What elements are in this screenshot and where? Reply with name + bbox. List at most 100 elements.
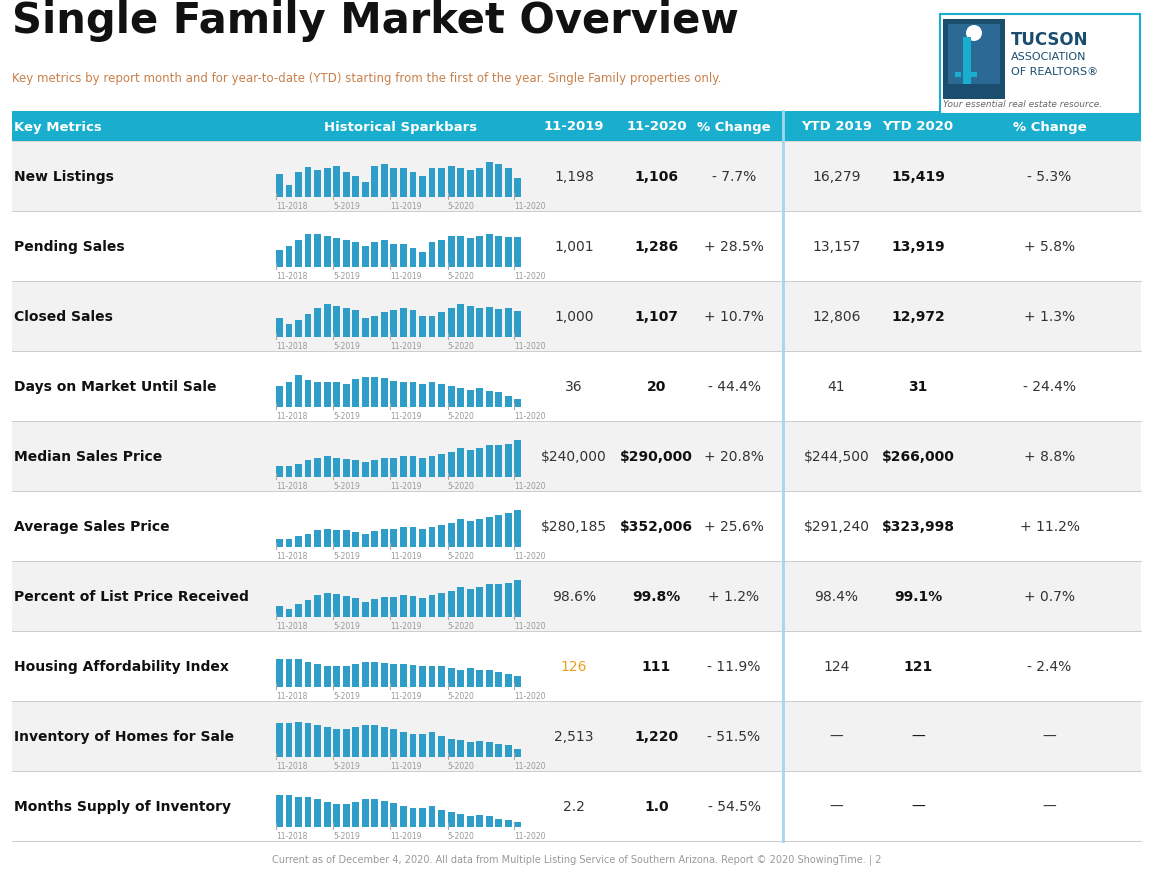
- Text: Closed Sales: Closed Sales: [14, 310, 113, 324]
- Bar: [458, 814, 465, 827]
- Text: 5-2019: 5-2019: [333, 202, 360, 210]
- Bar: [948, 25, 1000, 95]
- Bar: [324, 802, 331, 827]
- Bar: [505, 396, 512, 408]
- Text: 11-2020: 11-2020: [514, 411, 547, 420]
- Text: - 44.4%: - 44.4%: [708, 380, 761, 394]
- Text: Percent of List Price Received: Percent of List Price Received: [14, 589, 249, 603]
- Bar: [314, 171, 321, 198]
- Bar: [362, 725, 369, 757]
- Text: + 1.2%: + 1.2%: [708, 589, 760, 603]
- Bar: [948, 85, 1000, 95]
- Bar: [371, 725, 378, 757]
- Bar: [324, 727, 331, 757]
- Text: Historical Sparkbars: Historical Sparkbars: [324, 120, 477, 133]
- Bar: [514, 823, 521, 827]
- Text: 11-2018: 11-2018: [276, 481, 308, 490]
- Bar: [391, 803, 398, 827]
- Bar: [409, 248, 416, 267]
- Text: 5-2020: 5-2020: [447, 691, 475, 700]
- Bar: [286, 186, 293, 198]
- Bar: [12, 631, 1141, 702]
- Bar: [485, 816, 492, 827]
- Bar: [467, 239, 474, 267]
- Bar: [286, 660, 293, 688]
- Bar: [409, 596, 416, 617]
- Text: OF REALTORS®: OF REALTORS®: [1011, 67, 1098, 77]
- Bar: [276, 387, 282, 408]
- Bar: [371, 167, 378, 198]
- Bar: [276, 538, 282, 547]
- Bar: [429, 382, 436, 408]
- Text: 11-2020: 11-2020: [514, 202, 547, 210]
- Bar: [419, 384, 425, 408]
- Bar: [485, 308, 492, 338]
- Text: TUCSON: TUCSON: [1011, 31, 1088, 49]
- Text: —: —: [1042, 799, 1056, 813]
- Bar: [505, 820, 512, 827]
- Bar: [371, 662, 378, 688]
- Bar: [409, 382, 416, 408]
- Bar: [514, 311, 521, 338]
- Text: 11-2020: 11-2020: [514, 691, 547, 700]
- Bar: [476, 389, 483, 408]
- Bar: [342, 730, 349, 757]
- Bar: [467, 668, 474, 688]
- Text: - 54.5%: - 54.5%: [708, 799, 761, 813]
- Text: 11-2019: 11-2019: [391, 411, 422, 420]
- Bar: [419, 598, 425, 617]
- Bar: [324, 169, 331, 198]
- Bar: [295, 376, 302, 408]
- Bar: [505, 745, 512, 757]
- Text: Key Metrics: Key Metrics: [14, 120, 101, 133]
- Bar: [362, 377, 369, 408]
- Bar: [467, 521, 474, 547]
- Bar: [514, 676, 521, 688]
- Text: 99.8%: 99.8%: [632, 589, 680, 603]
- Bar: [342, 173, 349, 198]
- Bar: [429, 666, 436, 688]
- Bar: [304, 381, 311, 408]
- Bar: [333, 804, 340, 827]
- Bar: [362, 534, 369, 547]
- Bar: [447, 167, 454, 198]
- Bar: [447, 237, 454, 267]
- Bar: [485, 235, 492, 267]
- Bar: [333, 239, 340, 267]
- Bar: [514, 581, 521, 617]
- Bar: [409, 173, 416, 198]
- Bar: [362, 662, 369, 688]
- Text: $352,006: $352,006: [620, 519, 693, 533]
- Bar: [485, 742, 492, 757]
- Text: 11-2019: 11-2019: [391, 342, 422, 351]
- Bar: [333, 458, 340, 477]
- Text: + 1.3%: + 1.3%: [1024, 310, 1075, 324]
- Bar: [438, 809, 445, 827]
- Text: 2.2: 2.2: [563, 799, 585, 813]
- Bar: [342, 666, 349, 688]
- Text: - 51.5%: - 51.5%: [708, 729, 761, 743]
- Bar: [380, 663, 387, 688]
- Bar: [447, 524, 454, 547]
- Text: % Change: % Change: [1012, 120, 1086, 133]
- Text: 1,286: 1,286: [634, 239, 679, 253]
- Bar: [447, 387, 454, 408]
- Bar: [409, 808, 416, 827]
- Bar: [391, 664, 398, 688]
- Bar: [438, 525, 445, 547]
- Text: Your essential real estate resource.: Your essential real estate resource.: [943, 100, 1102, 109]
- Bar: [429, 317, 436, 338]
- Text: 15,419: 15,419: [891, 170, 945, 184]
- Bar: [12, 352, 1141, 422]
- Text: 1,198: 1,198: [555, 170, 594, 184]
- Bar: [380, 165, 387, 198]
- Bar: [353, 664, 360, 688]
- Bar: [342, 241, 349, 267]
- Text: 1,106: 1,106: [634, 170, 678, 184]
- Bar: [333, 666, 340, 688]
- Text: 11-2019: 11-2019: [391, 481, 422, 490]
- Bar: [467, 589, 474, 617]
- Text: 11-2019: 11-2019: [391, 761, 422, 770]
- Text: 124: 124: [823, 660, 850, 674]
- Text: 11-2018: 11-2018: [276, 411, 308, 420]
